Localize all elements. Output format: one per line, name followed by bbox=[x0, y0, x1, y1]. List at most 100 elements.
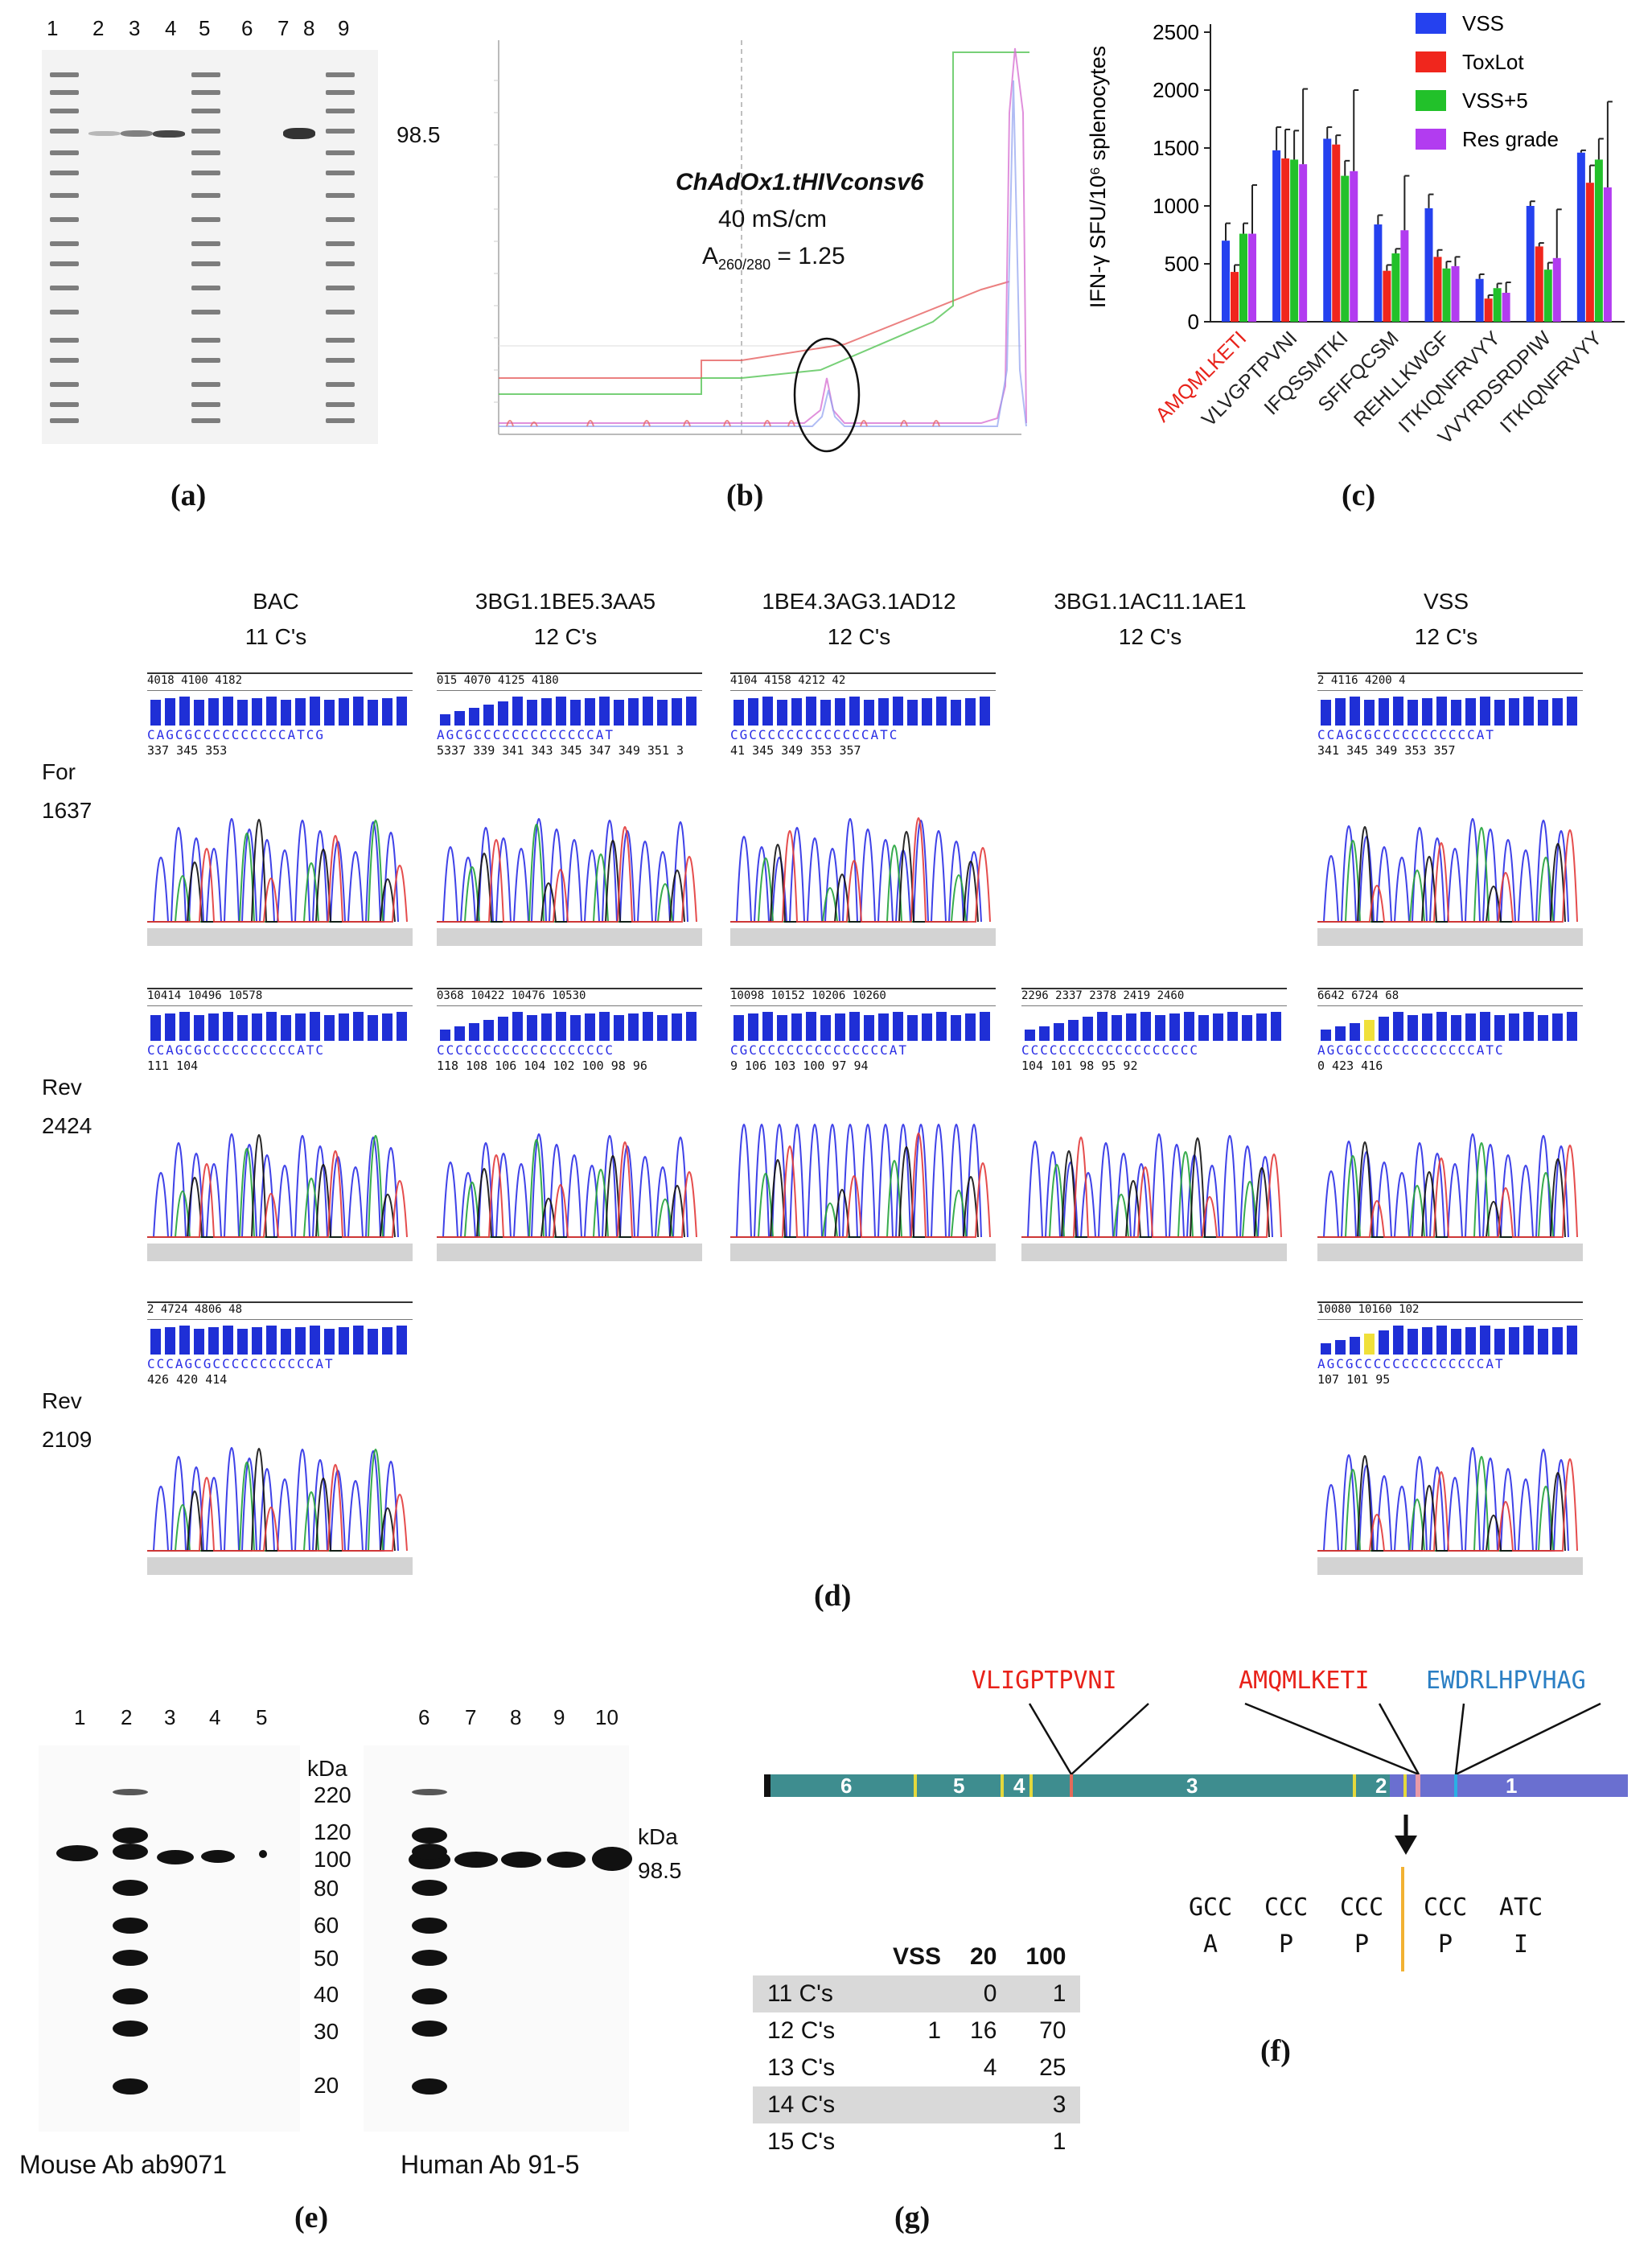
bar-res-grade bbox=[1350, 171, 1358, 322]
trace-ruler: 4018 4100 4182 bbox=[147, 672, 413, 691]
table-header: 100 bbox=[1025, 1943, 1066, 1970]
bar-res-grade bbox=[1400, 230, 1409, 322]
column-name: VSS bbox=[1423, 589, 1469, 614]
quality-bar bbox=[310, 1012, 320, 1041]
ladder-band bbox=[191, 402, 220, 407]
base-calls: AGCGCCCCCCCCCCCCCATC bbox=[1317, 1042, 1505, 1058]
ladder-band bbox=[50, 109, 79, 113]
bar-vss-5 bbox=[1239, 233, 1247, 322]
base-calls: CGCCCCCCCCCCCCCATC bbox=[730, 727, 899, 742]
legend-swatch bbox=[1416, 13, 1446, 34]
primer-number: 1637 bbox=[42, 798, 92, 823]
quality-bar bbox=[965, 1013, 976, 1041]
quality-bar bbox=[791, 698, 802, 726]
quality-bar bbox=[1364, 1334, 1375, 1355]
quality-bar bbox=[1552, 1013, 1563, 1041]
quality-bar bbox=[835, 698, 845, 726]
ladder-band bbox=[191, 171, 220, 175]
table-row: 13 C's 4 25 bbox=[753, 2049, 1080, 2086]
quality-bar bbox=[1068, 1020, 1079, 1041]
table-cell-label: 12 C's bbox=[767, 2017, 836, 2044]
quality-bar bbox=[936, 1012, 947, 1041]
mw-marker-label: 120 bbox=[314, 1819, 351, 1844]
quality-bar bbox=[599, 1012, 610, 1041]
quality-bar bbox=[498, 1017, 508, 1041]
trace-ruler: 10098 10152 10206 10260 bbox=[730, 988, 996, 1006]
y-tick-label: 1500 bbox=[1153, 136, 1199, 160]
table-header: VSS bbox=[893, 1943, 942, 1970]
quality-bar bbox=[1552, 1327, 1563, 1355]
quality-bar bbox=[1350, 697, 1360, 726]
quality-bar bbox=[686, 697, 697, 726]
mw-marker-label: 30 bbox=[314, 2019, 339, 2044]
base-calls: CCCCCCCCCCCCCCCCCCC bbox=[437, 1042, 615, 1058]
quality-bar bbox=[864, 700, 874, 726]
quality-bar bbox=[936, 697, 947, 726]
table-cell: 1 bbox=[1052, 1980, 1066, 2007]
quality-bar bbox=[1523, 1012, 1534, 1041]
quality-bar bbox=[614, 1015, 624, 1041]
base-positions: 111 104 bbox=[147, 1059, 199, 1073]
blot-band bbox=[113, 1789, 148, 1795]
quality-bar bbox=[820, 1015, 831, 1041]
trace-baseline-strip bbox=[1317, 928, 1583, 946]
blot-band bbox=[113, 1988, 148, 2004]
quality-bar bbox=[150, 1329, 161, 1355]
quality-bar bbox=[570, 1015, 581, 1041]
quality-bar bbox=[512, 697, 523, 726]
quality-bar bbox=[179, 1326, 190, 1355]
trace-line bbox=[437, 824, 673, 923]
quality-bar bbox=[570, 700, 581, 726]
quality-bar bbox=[1169, 1013, 1180, 1041]
sequence-column-title: BAC 11 C's bbox=[131, 584, 421, 655]
quality-bar bbox=[734, 1015, 744, 1041]
quality-bar bbox=[281, 1329, 291, 1355]
ladder-band bbox=[50, 241, 79, 246]
column-count: 11 C's bbox=[245, 624, 307, 649]
trace-ruler: 10414 10496 10578 bbox=[147, 988, 413, 1006]
base-positions: 337 345 353 bbox=[147, 743, 228, 758]
primer-row-label: Rev 2424 bbox=[42, 1068, 92, 1145]
quality-bar bbox=[1509, 1327, 1519, 1355]
quality-bar bbox=[777, 700, 787, 726]
blot-band bbox=[113, 1950, 148, 1966]
ladder-band bbox=[326, 382, 355, 387]
quality-bar bbox=[382, 1013, 392, 1041]
mw-marker-label: 80 bbox=[314, 1876, 339, 1901]
ladder-band bbox=[326, 150, 355, 155]
blot-lane-number: 6 bbox=[418, 1705, 430, 1729]
chromatogram-plot bbox=[494, 40, 1029, 453]
panel-label-c: (c) bbox=[1342, 479, 1376, 512]
gel-lane-number: 6 bbox=[241, 16, 253, 40]
trace-baseline-strip bbox=[1317, 1244, 1583, 1261]
quality-bar bbox=[339, 1013, 349, 1041]
blot-band bbox=[201, 1850, 235, 1863]
ladder-band bbox=[50, 72, 79, 77]
primer-direction: For bbox=[42, 759, 76, 784]
base-positions: 0 423 416 bbox=[1317, 1059, 1383, 1073]
table-cell: 1 bbox=[1052, 2128, 1066, 2155]
table-row: 11 C's 0 1 bbox=[753, 1975, 1081, 2012]
quality-bar bbox=[672, 1013, 682, 1041]
sequence-column-title: 1BE4.3AG3.1AD12 12 C's bbox=[714, 584, 1004, 655]
table-cell bbox=[878, 2086, 955, 2123]
panel-label-f: (f) bbox=[1260, 2034, 1291, 2068]
quality-bar bbox=[527, 1015, 537, 1041]
quality-bar bbox=[397, 697, 407, 726]
ladder-band bbox=[191, 310, 220, 314]
gene-segment-label: 3 bbox=[1186, 1774, 1198, 1798]
quality-bar bbox=[907, 1015, 918, 1041]
legend-label: ToxLot bbox=[1462, 50, 1524, 74]
quality-bar bbox=[223, 697, 233, 726]
human-ab-caption: Human Ab 91-5 bbox=[401, 2150, 580, 2179]
quality-bar bbox=[368, 1329, 378, 1355]
bar-vss-5 bbox=[1493, 288, 1502, 322]
quality-bar bbox=[1465, 698, 1476, 726]
quality-bar bbox=[194, 700, 204, 726]
blot-band bbox=[113, 1844, 148, 1860]
chromatogram-conductivity: 40 mS/cm bbox=[718, 206, 828, 232]
gene-segment-label: 1 bbox=[1506, 1774, 1518, 1798]
c-count-table: VSS 20 100 11 C's 0 1 12 C's 1 16 70 13 C's 4 25 1… bbox=[753, 1938, 1081, 2160]
kda-right-label: kDa bbox=[638, 1824, 678, 1849]
panel-label-d: (d) bbox=[814, 1579, 852, 1613]
